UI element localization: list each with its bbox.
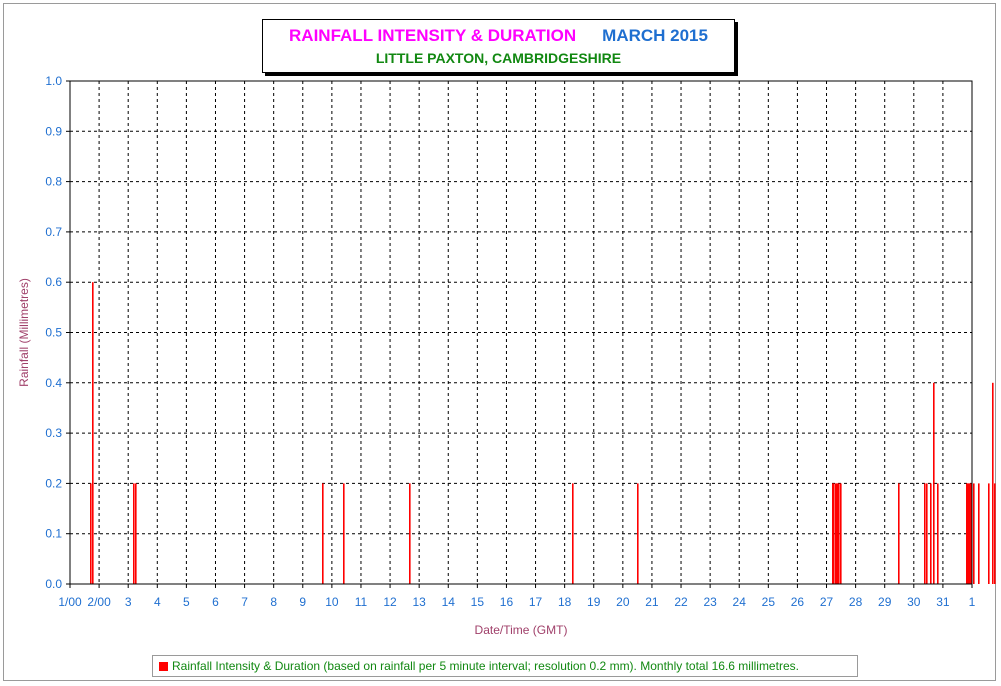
x-tick-label: 2/00 [87,595,111,609]
x-tick-label: 21 [645,595,659,609]
rain-bar [833,483,835,584]
rain-bar [133,483,135,584]
rain-bar [937,483,939,584]
legend-text: Rainfall Intensity & Duration (based on … [172,659,799,673]
title-line: RAINFALL INTENSITY & DURATION MARCH 2015 [263,26,734,46]
rain-bar [978,483,980,584]
rain-bar [930,483,932,584]
rain-bar [992,382,994,584]
rain-bar [322,483,324,584]
x-tick-label: 17 [529,595,543,609]
y-tick-label: 0.4 [45,376,62,390]
rain-bar [92,282,94,584]
x-tick-label: 5 [183,595,190,609]
chart-title: RAINFALL INTENSITY & DURATION [289,26,577,45]
rain-bar [898,483,900,584]
x-tick-label: 27 [820,595,834,609]
y-tick-label: 0.2 [45,476,62,490]
y-tick-label: 0.5 [45,326,62,340]
rain-bar [832,483,834,584]
legend-swatch [159,662,168,671]
y-tick-label: 0.6 [45,275,62,289]
legend: Rainfall Intensity & Duration (based on … [152,655,858,677]
x-tick-label: 23 [703,595,717,609]
x-tick-label: 20 [616,595,630,609]
x-tick-label: 26 [791,595,805,609]
rain-bar [988,483,990,584]
rain-bar [838,483,840,584]
x-tick-label: 1/00 [58,595,82,609]
y-tick-label: 1.0 [45,74,62,88]
x-tick-label: 12 [383,595,397,609]
rain-bar [968,483,970,584]
rain-bar [970,483,972,584]
rain-bar [926,483,928,584]
rain-bar [966,483,968,584]
rain-bar [969,483,971,584]
y-tick-label: 0.0 [45,577,62,591]
x-tick-label: 13 [412,595,426,609]
chart-location: LITTLE PAXTON, CAMBRIDGESHIRE [375,50,622,66]
rain-bar [836,483,838,584]
x-tick-label: 29 [878,595,892,609]
rain-bar [967,483,969,584]
rain-bar [572,483,574,584]
rain-bar [973,483,975,584]
x-tick-label: 9 [299,595,306,609]
x-tick-label: 16 [500,595,514,609]
rain-bar [837,483,839,584]
x-tick-label: 11 [355,595,368,609]
x-tick-label: 18 [558,595,572,609]
rain-bar [835,483,837,584]
rain-bar [409,483,411,584]
x-tick-label: 24 [733,595,747,609]
x-tick-label: 8 [270,595,277,609]
x-tick-label: 4 [154,595,161,609]
x-tick-label: 10 [325,595,339,609]
y-axis-label: Rainfall (Millimetres) [17,278,31,387]
x-tick-label: 1 [969,595,976,609]
chart-period: MARCH 2015 [602,26,708,45]
x-tick-label: 3 [125,595,132,609]
chart-frame [3,3,996,681]
y-tick-label: 0.7 [45,225,62,239]
x-tick-label: 28 [849,595,863,609]
x-tick-label: 22 [674,595,688,609]
title-box: RAINFALL INTENSITY & DURATION MARCH 2015 … [262,19,735,73]
rain-bar [90,483,92,584]
rain-bar [933,382,935,584]
x-tick-label: 31 [936,595,950,609]
x-tick-label: 30 [907,595,921,609]
x-axis-label: Date/Time (GMT) [475,623,568,637]
rain-bar [924,483,926,584]
x-tick-label: 14 [442,595,456,609]
x-tick-label: 19 [587,595,601,609]
y-tick-label: 0.3 [45,426,62,440]
y-tick-label: 0.8 [45,175,62,189]
rain-bar [637,483,639,584]
rain-bar [994,483,996,584]
x-tick-label: 7 [241,595,248,609]
x-tick-label: 6 [212,595,219,609]
rain-bar [343,483,345,584]
rain-bar [840,483,842,584]
y-tick-label: 0.9 [45,124,62,138]
y-tick-label: 0.1 [45,527,62,541]
rain-bar [135,483,137,584]
x-tick-label: 15 [471,595,485,609]
x-tick-label: 25 [762,595,776,609]
